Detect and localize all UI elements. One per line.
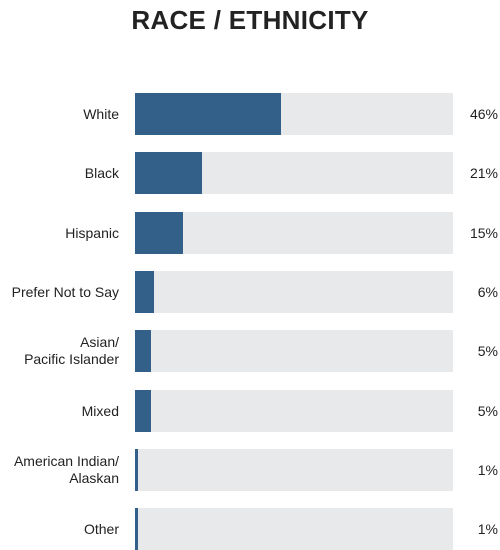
category-label: White bbox=[83, 105, 119, 122]
chart-title: RACE / ETHNICITY bbox=[131, 5, 369, 35]
bar-row: Other 1% bbox=[0, 508, 500, 550]
bar-row: American Indian/ Alaskan 1% bbox=[0, 449, 500, 491]
value-label: 46% bbox=[469, 106, 498, 122]
bar bbox=[135, 330, 151, 372]
category-label: Black bbox=[84, 164, 119, 181]
bar bbox=[135, 212, 183, 254]
bar bbox=[135, 449, 139, 491]
bar-row: Asian/ Pacific Islander 5% bbox=[0, 330, 500, 372]
value-label: 5% bbox=[477, 343, 498, 359]
bar-row: Black 21% bbox=[0, 152, 500, 194]
value-label: 1% bbox=[477, 462, 498, 478]
bar-track bbox=[135, 152, 453, 194]
bar-track bbox=[135, 212, 453, 254]
bar bbox=[135, 93, 282, 135]
bar bbox=[135, 390, 151, 432]
bar-row: Prefer Not to Say 6% bbox=[0, 271, 500, 313]
bar-row: White 46% bbox=[0, 93, 500, 135]
bar bbox=[135, 152, 202, 194]
bar-track bbox=[135, 390, 453, 432]
value-label: 15% bbox=[469, 225, 498, 241]
value-label: 21% bbox=[469, 165, 498, 181]
value-label: 5% bbox=[477, 403, 498, 419]
bar-track bbox=[135, 508, 453, 550]
bar-row: Mixed 5% bbox=[0, 390, 500, 432]
category-label: American Indian/ Alaskan bbox=[13, 453, 119, 486]
category-label: Hispanic bbox=[65, 224, 119, 241]
category-label: Prefer Not to Say bbox=[11, 283, 119, 300]
category-label: Mixed bbox=[81, 402, 119, 419]
value-label: 1% bbox=[477, 521, 498, 537]
bar-row: Hispanic 15% bbox=[0, 212, 500, 254]
bar-track bbox=[135, 271, 453, 313]
category-label: Asian/ Pacific Islander bbox=[24, 334, 119, 367]
bar-track bbox=[135, 449, 453, 491]
value-label: 6% bbox=[477, 284, 498, 300]
bar bbox=[135, 271, 155, 313]
bar bbox=[135, 508, 139, 550]
bar-track bbox=[135, 93, 453, 135]
bar-track bbox=[135, 330, 453, 372]
category-label: Other bbox=[83, 520, 119, 537]
